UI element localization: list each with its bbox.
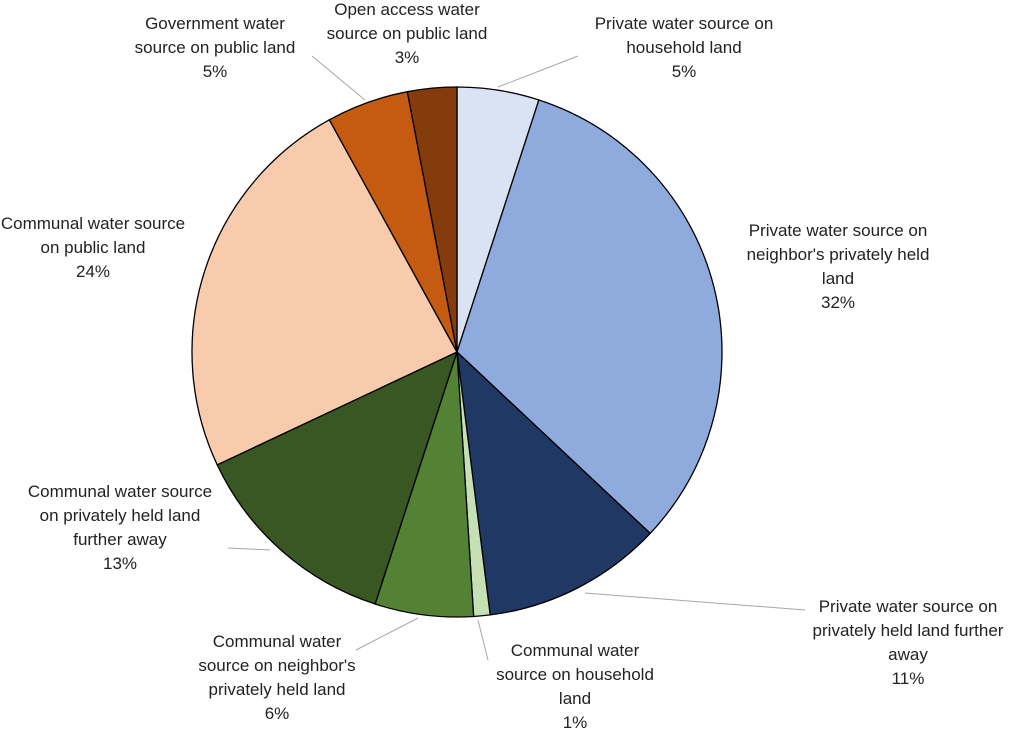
value-label: 5% bbox=[202, 62, 228, 81]
value-label: 3% bbox=[394, 48, 420, 67]
category-label: Government water source on public land bbox=[134, 14, 296, 57]
value-label: 13% bbox=[102, 554, 138, 573]
leader-line bbox=[477, 619, 489, 661]
slice-label: Government water source on public land 5% bbox=[118, 12, 313, 84]
pie-slice bbox=[191, 118, 458, 466]
pie-slice bbox=[456, 99, 723, 535]
pie-slice bbox=[216, 350, 459, 605]
slice-label: Communal water source on public land 24% bbox=[1, 212, 186, 284]
leader-line bbox=[584, 592, 806, 611]
category-label: Communal water source on privately held … bbox=[27, 482, 213, 549]
category-label: Private water source on household land bbox=[594, 14, 774, 57]
category-label: Communal water source on neighbor's priv… bbox=[198, 632, 356, 699]
slice-label: Communal water source on privately held … bbox=[18, 480, 223, 576]
value-label: 24% bbox=[75, 262, 111, 281]
slice-label: Private water source on household land 5% bbox=[577, 12, 792, 84]
slice-label: Communal water source on household land 1… bbox=[488, 639, 663, 735]
leader-line bbox=[311, 55, 366, 101]
pie-slice bbox=[406, 86, 458, 353]
slice-label: Open access water source on public land 3… bbox=[320, 0, 495, 70]
value-label: 6% bbox=[264, 704, 290, 723]
category-label: Private water source on privately held l… bbox=[812, 597, 1004, 664]
leader-line bbox=[355, 617, 419, 651]
value-label: 32% bbox=[820, 293, 856, 312]
category-label: Communal water source on public land bbox=[0, 214, 186, 257]
category-label: Open access water source on public land bbox=[326, 0, 488, 43]
leader-line bbox=[227, 547, 271, 551]
category-label: Private water source on neighbor's priva… bbox=[746, 221, 930, 288]
slice-label: Communal water source on neighbor's priv… bbox=[195, 630, 360, 726]
slice-label: Private water source on neighbor's priva… bbox=[731, 219, 946, 315]
slice-label: Private water source on privately held l… bbox=[801, 595, 1013, 691]
category-label: Communal water source on household land bbox=[496, 641, 654, 708]
value-label: 1% bbox=[562, 713, 588, 732]
leader-line bbox=[497, 55, 579, 88]
value-label: 5% bbox=[671, 62, 697, 81]
value-label: 11% bbox=[891, 669, 925, 688]
pie-slice bbox=[456, 350, 652, 616]
